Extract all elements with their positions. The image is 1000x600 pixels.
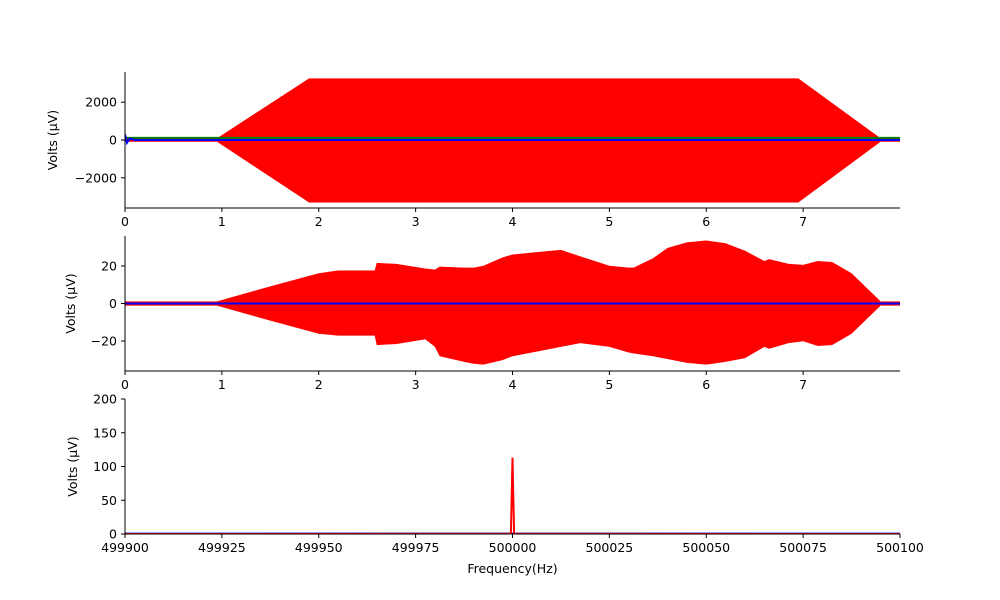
plot-area [125,78,900,203]
series-blue-line [125,134,900,146]
y-tick-label: 2000 [85,95,117,110]
bottom-panel: 499900 499925 499950 499975 500000 500025 5000… [65,392,924,577]
x-tick-label: 500100 [876,540,924,555]
y-tick-label: −20 [91,334,117,349]
x-tick-label: 5 [605,214,613,229]
x-tick-label: 3 [412,377,420,392]
x-tick-label: 500025 [586,540,634,555]
x-tick-label: 500000 [489,540,537,555]
x-tick-label: 7 [799,214,807,229]
x-tick-label: 0 [121,377,129,392]
x-tick-label: 6 [702,377,710,392]
x-tick-label: 499975 [392,540,440,555]
y-tick-label: 100 [93,459,117,474]
y-axis-label: Volts (μV) [63,273,78,333]
y-tick-label: 50 [101,493,117,508]
x-tick-label: 2 [315,377,323,392]
y-axis-label: Volts (μV) [45,110,60,170]
middle-panel: 0 1 2 3 4 5 6 7 −20 0 20 Volts (μV) [63,236,900,392]
x-tick-label: 0 [121,214,129,229]
x-tick-label: 5 [605,377,613,392]
y-tick-label: −2000 [75,170,117,185]
y-tick-label: 20 [101,259,117,274]
x-tick-label: 499900 [101,540,149,555]
y-tick-label: 0 [109,296,117,311]
series-red-line [125,457,900,534]
x-tick-label: 499925 [198,540,246,555]
y-axis-label: Volts (μV) [65,436,80,496]
x-tick-label: 4 [509,377,517,392]
y-tick-label: 0 [109,527,117,542]
x-tick-label: 500050 [682,540,730,555]
x-tick-label: 1 [218,214,226,229]
x-tick-label: 3 [412,214,420,229]
y-tick-label: 150 [93,425,117,440]
x-tick-label: 2 [315,214,323,229]
plot-area [125,240,900,365]
x-axis-label: Frequency(Hz) [467,561,557,576]
x-tick-label: 1 [218,377,226,392]
x-tick-label: 4 [509,214,517,229]
y-tick-label: 200 [93,392,117,407]
x-tick-label: 6 [702,214,710,229]
x-tick-label: 499950 [295,540,343,555]
x-tick-label: 7 [799,377,807,392]
plot-area [125,457,900,534]
x-tick-label: 500075 [779,540,827,555]
top-panel: 0 1 2 3 4 5 6 7 −2000 0 2000 Volts (μV) [45,72,900,229]
y-tick-label: 0 [109,133,117,148]
